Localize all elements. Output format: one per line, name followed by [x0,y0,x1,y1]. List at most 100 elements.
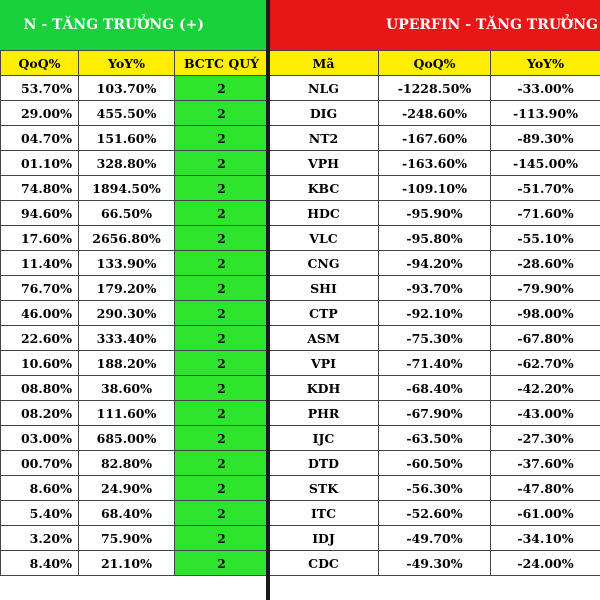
qoq-cell: 17.60% [0,225,79,251]
table-row: IDJ -49.70% -34.10% [268,525,600,551]
stock-code-cell: ASM [268,325,379,351]
stock-code-cell: STK [268,475,379,501]
report-quarter-cell: 2 [174,175,269,201]
stock-code-cell: VLC [268,225,379,251]
yoy-cell: 111.60% [78,400,175,426]
table-row: DIG -248.60% -113.90% [268,100,600,126]
yoy-cell: 66.50% [78,200,175,226]
qoq-cell: 01.10% [0,150,79,176]
yoy-cell: 151.60% [78,125,175,151]
left-header-qoq: QoQ% [0,50,79,76]
report-quarter-cell: 2 [174,100,269,126]
report-quarter-cell: 2 [174,275,269,301]
left-table-body: 53.70% 103.70% 2 29.00% 455.50% 2 04.70% 151.60… [0,75,269,576]
yoy-cell: 75.90% [78,525,175,551]
yoy-cell: 68.40% [78,500,175,526]
table-row: 03.00% 685.00% 2 [0,425,269,451]
stock-code-cell: VPH [268,150,379,176]
yoy-cell: -34.10% [490,525,600,551]
qoq-cell: -52.60% [378,500,491,526]
report-quarter-cell: 2 [174,200,269,226]
table-row: 8.60% 24.90% 2 [0,475,269,501]
qoq-cell: 10.60% [0,350,79,376]
yoy-cell: -98.00% [490,300,600,326]
table-row: 76.70% 179.20% 2 [0,275,269,301]
table-row: 08.20% 111.60% 2 [0,400,269,426]
yoy-cell: -62.70% [490,350,600,376]
yoy-cell: -61.00% [490,500,600,526]
table-row: 94.60% 66.50% 2 [0,200,269,226]
yoy-cell: -145.00% [490,150,600,176]
table-row: VLC -95.80% -55.10% [268,225,600,251]
report-quarter-cell: 2 [174,425,269,451]
report-quarter-cell: 2 [174,475,269,501]
yoy-cell: 103.70% [78,75,175,101]
report-quarter-cell: 2 [174,525,269,551]
stock-code-cell: IJC [268,425,379,451]
yoy-cell: 333.40% [78,325,175,351]
stock-code-cell: SHI [268,275,379,301]
qoq-cell: -49.30% [378,550,491,576]
yoy-cell: -71.60% [490,200,600,226]
qoq-cell: -49.70% [378,525,491,551]
right-header-qoq: QoQ% [378,50,491,76]
stock-code-cell: HDC [268,200,379,226]
report-quarter-cell: 2 [174,300,269,326]
panel-divider [266,0,270,600]
left-panel-title: N - TĂNG TRƯỞNG (+) [0,0,268,50]
yoy-cell: 82.80% [78,450,175,476]
qoq-cell: -94.20% [378,250,491,276]
table-row: NLG -1228.50% -33.00% [268,75,600,101]
table-row: 17.60% 2656.80% 2 [0,225,269,251]
table-row: 00.70% 82.80% 2 [0,450,269,476]
report-quarter-cell: 2 [174,75,269,101]
yoy-cell: -55.10% [490,225,600,251]
report-quarter-cell: 2 [174,500,269,526]
yoy-cell: 24.90% [78,475,175,501]
qoq-cell: -1228.50% [378,75,491,101]
table-row: CDC -49.30% -24.00% [268,550,600,576]
stock-code-cell: VPI [268,350,379,376]
qoq-cell: 22.60% [0,325,79,351]
yoy-cell: 133.90% [78,250,175,276]
left-table: QoQ% YoY% BCTC QUÝ 53.70% 103.70% 2 29.00% 4… [0,50,269,576]
table-row: SHI -93.70% -79.90% [268,275,600,301]
qoq-cell: -92.10% [378,300,491,326]
stock-code-cell: CNG [268,250,379,276]
table-row: 5.40% 68.40% 2 [0,500,269,526]
report-quarter-cell: 2 [174,150,269,176]
left-header-yoy: YoY% [78,50,175,76]
qoq-cell: 76.70% [0,275,79,301]
qoq-cell: -68.40% [378,375,491,401]
qoq-cell: -95.80% [378,225,491,251]
stock-code-cell: CTP [268,300,379,326]
qoq-cell: -75.30% [378,325,491,351]
yoy-cell: 290.30% [78,300,175,326]
table-row: PHR -67.90% -43.00% [268,400,600,426]
stock-code-cell: PHR [268,400,379,426]
table-row: DTD -60.50% -37.60% [268,450,600,476]
table-row: VPH -163.60% -145.00% [268,150,600,176]
report-quarter-cell: 2 [174,550,269,576]
left-header-row: QoQ% YoY% BCTC QUÝ [0,50,269,76]
qoq-cell: -56.30% [378,475,491,501]
yoy-cell: -28.60% [490,250,600,276]
qoq-cell: 08.20% [0,400,79,426]
qoq-cell: 04.70% [0,125,79,151]
yoy-cell: -47.80% [490,475,600,501]
qoq-cell: 8.60% [0,475,79,501]
qoq-cell: 5.40% [0,500,79,526]
table-row: 01.10% 328.80% 2 [0,150,269,176]
right-panel-title: UPERFIN - TĂNG TRƯỞNG [268,0,600,50]
qoq-cell: 74.80% [0,175,79,201]
report-quarter-cell: 2 [174,450,269,476]
qoq-cell: -60.50% [378,450,491,476]
table-row: 08.80% 38.60% 2 [0,375,269,401]
yoy-cell: -79.90% [490,275,600,301]
yoy-cell: 455.50% [78,100,175,126]
yoy-cell: 1894.50% [78,175,175,201]
yoy-cell: 21.10% [78,550,175,576]
qoq-cell: 53.70% [0,75,79,101]
yoy-cell: 685.00% [78,425,175,451]
yoy-cell: -113.90% [490,100,600,126]
